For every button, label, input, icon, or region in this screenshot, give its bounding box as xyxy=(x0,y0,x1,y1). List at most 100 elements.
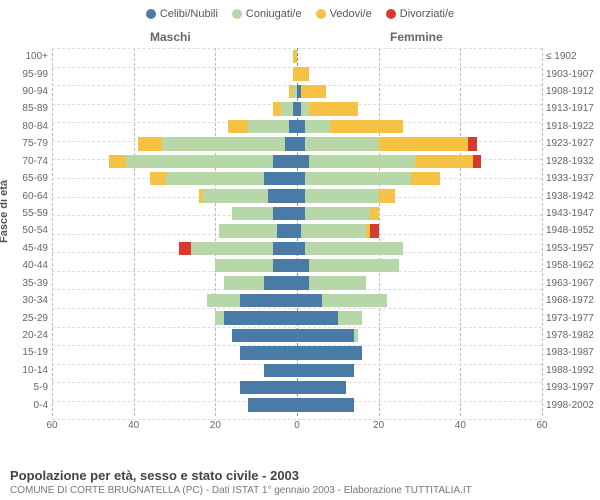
legend-dot-icon xyxy=(146,9,156,19)
male-bar xyxy=(228,120,297,133)
year-label: 1933-1937 xyxy=(546,173,598,184)
male-bar xyxy=(199,189,297,202)
age-label: 95-99 xyxy=(8,69,48,80)
age-label: 85-89 xyxy=(8,103,48,114)
age-label: 0-4 xyxy=(8,400,48,411)
year-label: 1948-1952 xyxy=(546,225,598,236)
pyramid-row: 0-41998-2002 xyxy=(52,396,542,413)
male-bar xyxy=(150,172,297,185)
bar-segment xyxy=(297,189,305,202)
bar-segment xyxy=(203,189,268,202)
bar-segment xyxy=(179,242,191,255)
female-bar xyxy=(297,329,358,342)
pyramid-row: 85-891913-1917 xyxy=(52,100,542,117)
pyramid-row: 75-791923-1927 xyxy=(52,135,542,152)
legend-item: Celibi/Nubili xyxy=(146,8,218,20)
bar-segment xyxy=(297,364,354,377)
year-label: 1998-2002 xyxy=(546,400,598,411)
bar-segment xyxy=(354,329,358,342)
x-tick-label: 20 xyxy=(373,420,384,431)
bar-segment xyxy=(228,120,248,133)
female-bar xyxy=(297,276,366,289)
chart-title: Popolazione per età, sesso e stato civil… xyxy=(10,468,472,483)
male-bar xyxy=(273,102,297,115)
bar-segment xyxy=(232,329,297,342)
pyramid-row: 5-91993-1997 xyxy=(52,379,542,396)
age-label: 65-69 xyxy=(8,173,48,184)
age-label: 20-24 xyxy=(8,330,48,341)
bar-segment xyxy=(322,294,387,307)
year-label: 1978-1982 xyxy=(546,330,598,341)
year-label: 1913-1917 xyxy=(546,103,598,114)
bar-segment xyxy=(305,207,370,220)
legend-dot-icon xyxy=(386,9,396,19)
legend-dot-icon xyxy=(316,9,326,19)
bar-segment xyxy=(207,294,240,307)
bar-segment xyxy=(224,311,298,324)
legend-dot-icon xyxy=(232,9,242,19)
female-bar xyxy=(297,364,354,377)
bar-segment xyxy=(232,207,273,220)
bar-segment xyxy=(309,155,415,168)
bar-segment xyxy=(379,137,469,150)
male-bar xyxy=(232,207,297,220)
female-bar xyxy=(297,224,379,237)
bar-segment xyxy=(248,398,297,411)
bar-segment xyxy=(297,276,309,289)
legend-label: Divorziati/e xyxy=(400,8,454,20)
bar-segment xyxy=(305,120,330,133)
year-label: 1938-1942 xyxy=(546,191,598,202)
female-bar xyxy=(297,120,403,133)
bar-segment xyxy=(289,120,297,133)
bar-segment xyxy=(301,102,309,115)
bar-segment xyxy=(309,276,366,289)
bar-segment xyxy=(297,259,309,272)
male-bar xyxy=(207,294,297,307)
bar-segment xyxy=(224,276,265,289)
female-bar xyxy=(297,259,399,272)
year-label: 1993-1997 xyxy=(546,382,598,393)
x-tick-label: 20 xyxy=(210,420,221,431)
bar-segment xyxy=(297,346,362,359)
male-bar xyxy=(219,224,297,237)
x-axis: 6040200204060 xyxy=(52,416,542,438)
legend-label: Coniugati/e xyxy=(246,8,302,20)
x-tick-label: 40 xyxy=(455,420,466,431)
pyramid-row: 45-491953-1957 xyxy=(52,240,542,257)
bar-segment xyxy=(297,120,305,133)
bar-segment xyxy=(166,172,264,185)
bar-segment xyxy=(219,224,276,237)
pyramid-row: 50-541948-1952 xyxy=(52,222,542,239)
male-bar xyxy=(232,329,297,342)
year-label: 1923-1927 xyxy=(546,138,598,149)
x-tick-label: 60 xyxy=(536,420,547,431)
bar-segment xyxy=(215,259,272,272)
bar-segment xyxy=(215,311,223,324)
age-label: 100+ xyxy=(8,51,48,62)
female-bar xyxy=(297,102,358,115)
bar-segment xyxy=(468,137,476,150)
legend-label: Vedovi/e xyxy=(330,8,372,20)
pyramid-row: 60-641938-1942 xyxy=(52,187,542,204)
male-bar xyxy=(293,50,297,63)
bar-segment xyxy=(370,207,378,220)
age-label: 10-14 xyxy=(8,365,48,376)
bar-segment xyxy=(305,189,379,202)
bar-segment xyxy=(305,172,411,185)
bar-segment xyxy=(240,346,297,359)
pyramid-row: 25-291973-1977 xyxy=(52,309,542,326)
pyramid-row: 55-591943-1947 xyxy=(52,205,542,222)
female-bar xyxy=(297,207,379,220)
bar-segment xyxy=(138,137,163,150)
male-bar xyxy=(215,311,297,324)
age-label: 60-64 xyxy=(8,191,48,202)
year-label: 1953-1957 xyxy=(546,243,598,254)
male-bar xyxy=(248,398,297,411)
male-bar xyxy=(264,364,297,377)
bar-segment xyxy=(301,85,326,98)
bar-segment xyxy=(264,364,297,377)
bar-segment xyxy=(281,102,293,115)
female-bar xyxy=(297,137,477,150)
year-label: 1973-1977 xyxy=(546,313,598,324)
age-label: 90-94 xyxy=(8,86,48,97)
